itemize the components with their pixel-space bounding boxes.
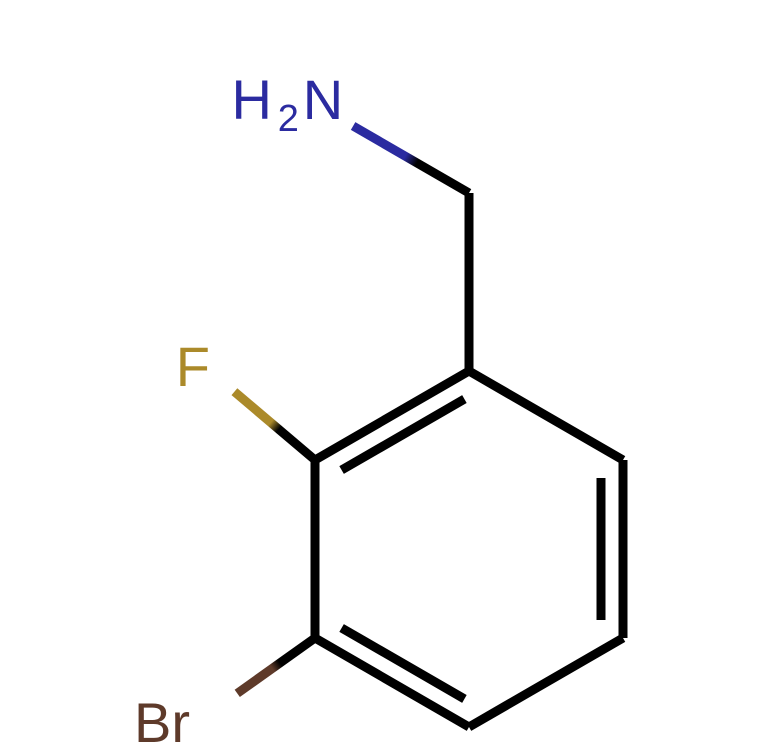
nitrogen-hydrogen-label: H xyxy=(231,68,271,131)
bond xyxy=(315,371,469,460)
molecule-diagram: N2H F Br xyxy=(0,0,757,742)
bromine-label: Br xyxy=(134,691,190,742)
bond xyxy=(234,392,315,460)
nitrogen-subscript: 2 xyxy=(278,98,299,140)
bond xyxy=(469,638,623,727)
bond xyxy=(237,638,315,693)
fluorine-label: F xyxy=(176,335,210,398)
bond xyxy=(353,126,469,193)
bond xyxy=(315,638,469,727)
bond xyxy=(469,371,623,460)
nitrogen-label: N xyxy=(303,68,343,131)
